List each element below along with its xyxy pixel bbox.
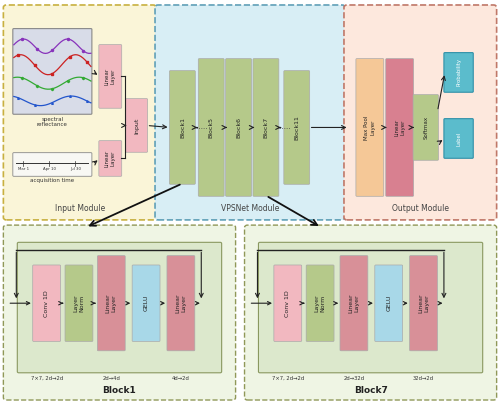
FancyBboxPatch shape xyxy=(413,95,438,160)
FancyBboxPatch shape xyxy=(306,265,334,341)
Text: Max Pool
Layer: Max Pool Layer xyxy=(364,115,375,140)
Text: Conv 1D: Conv 1D xyxy=(286,290,290,317)
FancyBboxPatch shape xyxy=(13,153,92,176)
FancyBboxPatch shape xyxy=(198,58,224,196)
Text: Conv 1D: Conv 1D xyxy=(44,290,49,317)
Text: 4d→2d: 4d→2d xyxy=(172,376,190,381)
Text: Label: Label xyxy=(456,131,461,145)
FancyBboxPatch shape xyxy=(4,225,235,400)
Text: 2d→32d: 2d→32d xyxy=(344,376,364,381)
FancyBboxPatch shape xyxy=(99,45,122,108)
Text: Linear
Layer: Linear Layer xyxy=(418,293,429,313)
Text: Linear
Layer: Linear Layer xyxy=(105,68,116,85)
Text: Block11: Block11 xyxy=(294,115,299,140)
Text: ......: ...... xyxy=(194,125,207,131)
FancyBboxPatch shape xyxy=(386,58,413,196)
Text: Block6: Block6 xyxy=(236,117,241,138)
FancyBboxPatch shape xyxy=(274,265,301,341)
Text: acquisition time: acquisition time xyxy=(30,178,74,183)
Text: 7×7, 2d→2d: 7×7, 2d→2d xyxy=(30,376,63,381)
Text: Block7: Block7 xyxy=(354,386,388,395)
FancyBboxPatch shape xyxy=(340,256,368,351)
Text: GELU: GELU xyxy=(144,295,148,312)
Text: Linear
Layer: Linear Layer xyxy=(106,293,117,313)
Text: 32d→2d: 32d→2d xyxy=(413,376,434,381)
FancyBboxPatch shape xyxy=(356,58,384,196)
Text: Apr 10: Apr 10 xyxy=(43,166,56,170)
Text: Mar 1: Mar 1 xyxy=(18,166,28,170)
FancyBboxPatch shape xyxy=(32,265,60,341)
FancyBboxPatch shape xyxy=(167,256,195,351)
Text: Layer
Norm: Layer Norm xyxy=(314,295,326,312)
Text: Block7: Block7 xyxy=(264,117,268,138)
FancyBboxPatch shape xyxy=(244,225,496,400)
FancyBboxPatch shape xyxy=(132,265,160,341)
Text: Output Module: Output Module xyxy=(392,204,449,213)
FancyBboxPatch shape xyxy=(170,71,196,184)
FancyBboxPatch shape xyxy=(444,118,474,158)
Text: 7×7, 2d→2d: 7×7, 2d→2d xyxy=(272,376,304,381)
Text: Linear
Layer: Linear Layer xyxy=(394,119,405,136)
Text: 2d→4d: 2d→4d xyxy=(102,376,120,381)
Text: VPSNet Module: VPSNet Module xyxy=(221,204,279,213)
FancyBboxPatch shape xyxy=(126,99,148,152)
Text: Linear
Layer: Linear Layer xyxy=(105,150,116,167)
FancyBboxPatch shape xyxy=(444,53,474,92)
Text: Block5: Block5 xyxy=(208,117,214,138)
Text: Linear
Layer: Linear Layer xyxy=(348,293,360,313)
FancyBboxPatch shape xyxy=(4,5,156,220)
FancyBboxPatch shape xyxy=(18,242,222,373)
FancyBboxPatch shape xyxy=(155,5,345,220)
Text: GELU: GELU xyxy=(386,295,391,312)
Text: Softmax: Softmax xyxy=(424,116,428,139)
Text: ......: ...... xyxy=(278,125,291,131)
Text: Probability: Probability xyxy=(456,58,461,86)
Text: Block1: Block1 xyxy=(180,117,185,138)
FancyBboxPatch shape xyxy=(253,58,279,196)
FancyBboxPatch shape xyxy=(13,29,92,114)
FancyBboxPatch shape xyxy=(284,71,310,184)
FancyBboxPatch shape xyxy=(410,256,438,351)
FancyBboxPatch shape xyxy=(375,265,402,341)
Text: Block1: Block1 xyxy=(102,386,136,395)
FancyBboxPatch shape xyxy=(98,256,125,351)
Text: Layer
Norm: Layer Norm xyxy=(74,295,85,312)
FancyBboxPatch shape xyxy=(258,242,482,373)
Text: Input Module: Input Module xyxy=(54,204,105,213)
FancyBboxPatch shape xyxy=(344,5,496,220)
Text: Input: Input xyxy=(134,117,139,134)
Text: spectral
reflectance: spectral reflectance xyxy=(37,116,68,127)
FancyBboxPatch shape xyxy=(99,141,122,176)
FancyBboxPatch shape xyxy=(65,265,93,341)
FancyBboxPatch shape xyxy=(226,58,252,196)
Text: Linear
Layer: Linear Layer xyxy=(176,293,186,313)
Text: Jul 30: Jul 30 xyxy=(70,166,81,170)
